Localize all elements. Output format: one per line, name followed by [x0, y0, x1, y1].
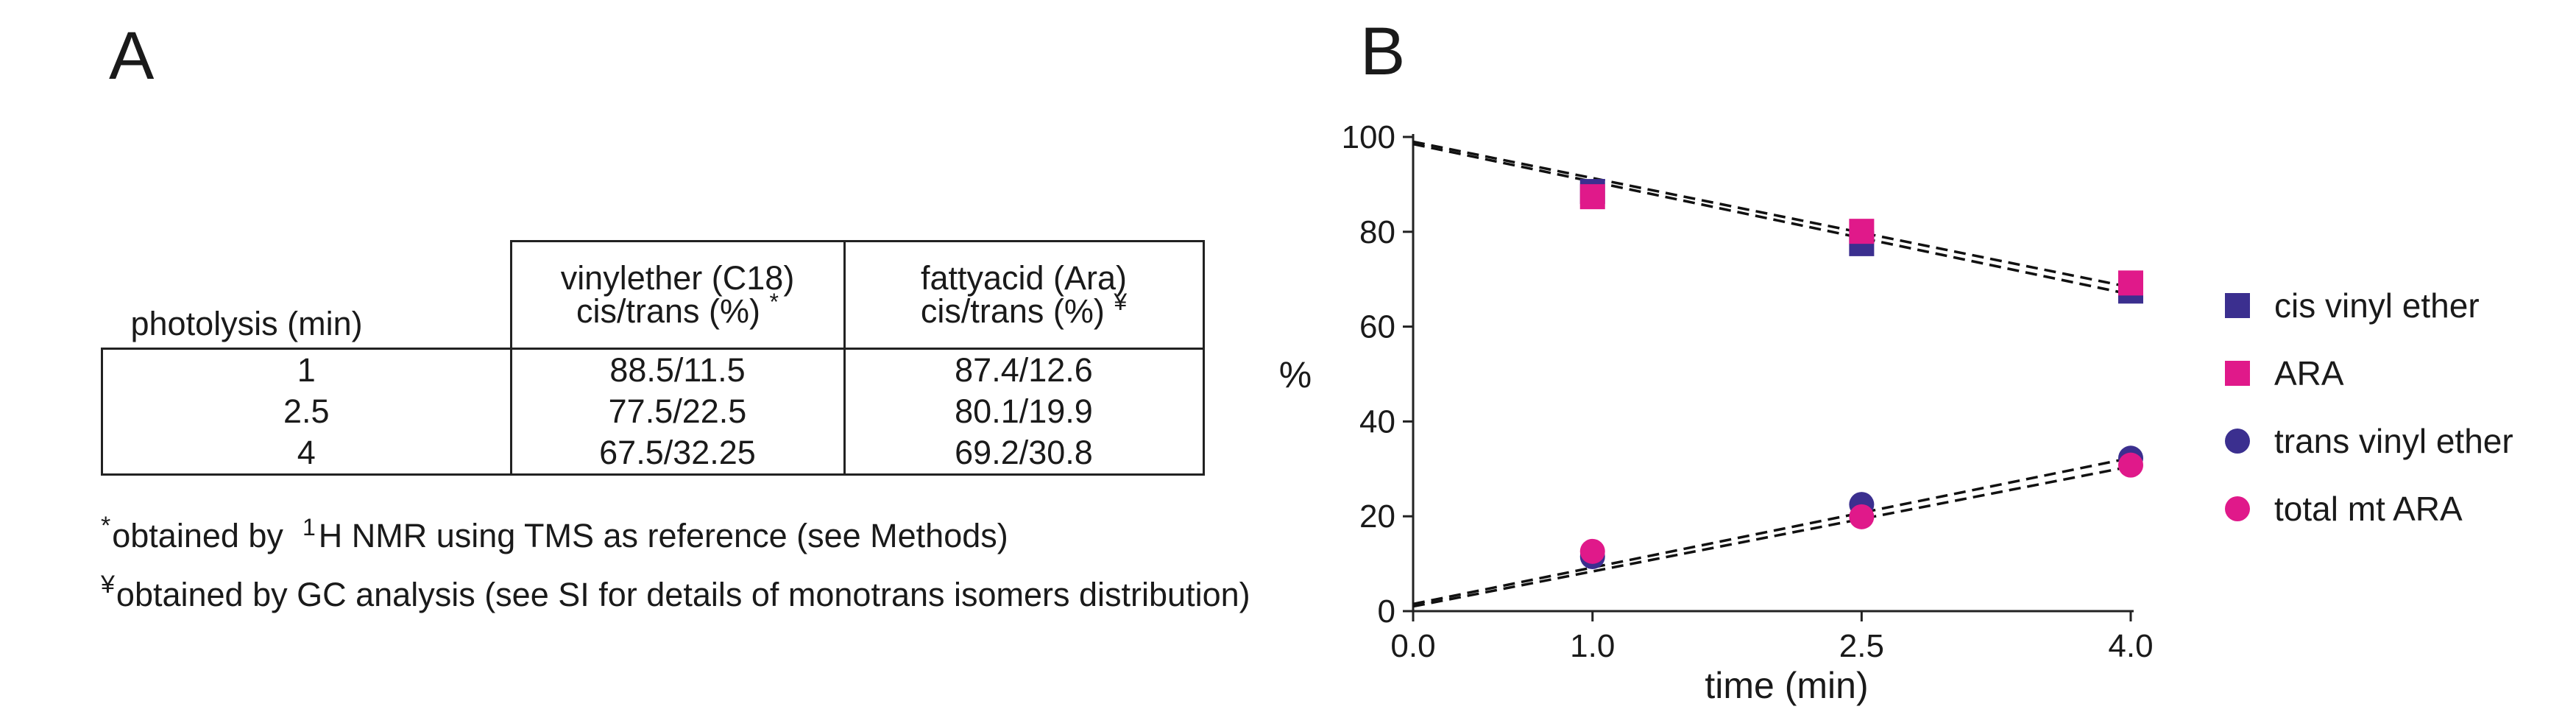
header-vinyl-line2: cis/trans (%)	[576, 292, 761, 331]
table-row: 1 88.5/11.5 87.4/12.6	[101, 348, 1205, 391]
y-tick-label: 100	[1342, 119, 1395, 155]
panel-b-label: B	[1360, 14, 1406, 89]
legend-marker	[2225, 293, 2250, 318]
data-point	[1579, 184, 1605, 210]
footnote-gc-text: obtained by GC analysis (see SI for deta…	[116, 576, 1250, 613]
cell-time: 2.5	[101, 390, 512, 432]
table-row: 4 67.5/32.25 69.2/30.8	[101, 431, 1205, 476]
footnote-nmr: *obtained by 1H NMR using TMS as referenc…	[101, 512, 1008, 555]
fit-line	[1412, 465, 2131, 608]
chart-axes: 0 20 40 60 80 100 0.0 1.0 2.5 4.0 time (min)%	[1279, 119, 2154, 706]
panel-a-label: A	[109, 18, 155, 94]
header-fatty-mark: ¥	[1114, 289, 1128, 316]
table-header-row: photolysis (min) vinylether (C18) cis/tr…	[102, 240, 1205, 350]
header-fatty-acid: fattyacid (Ara) cis/trans (%) ¥	[843, 240, 1205, 350]
legend-marker	[2225, 496, 2250, 521]
header-fatty-line2: cis/trans (%)	[920, 292, 1105, 331]
cell-vinyl: 77.5/22.5	[509, 390, 846, 432]
footnote-gc-symbol: ¥	[101, 571, 115, 599]
x-tick-label: 1.0	[1570, 628, 1615, 664]
y-tick-label: 60	[1359, 309, 1395, 345]
data-point	[2118, 270, 2143, 296]
fit-line	[1412, 457, 2131, 606]
y-tick-label: 0	[1378, 593, 1395, 630]
isomerization-chart: 0 20 40 60 80 100 0.0 1.0 2.5 4.0 time (min)% cis …	[1279, 119, 2513, 706]
x-tick-label: 0.0	[1390, 628, 1435, 664]
footnote-nmr-prefix: obtained by	[112, 517, 283, 554]
x-axis-title: time (min)	[1705, 665, 1868, 706]
cell-fatty: 80.1/19.9	[843, 390, 1205, 432]
fit-line	[1412, 140, 2131, 289]
header-vinyl-mark: *	[769, 289, 779, 316]
data-markers	[1579, 179, 2143, 569]
footnote-gc: ¥obtained by GC analysis (see SI for det…	[101, 571, 1250, 614]
cell-time: 1	[101, 348, 512, 391]
legend-label: cis vinyl ether	[2274, 286, 2480, 325]
legend-label: trans vinyl ether	[2274, 422, 2513, 460]
footnote-nmr-rest: H NMR using TMS as reference (see Method…	[318, 517, 1008, 554]
legend-marker	[2225, 429, 2250, 454]
cell-vinyl: 88.5/11.5	[509, 348, 846, 391]
footnote-nmr-symbol: *	[101, 512, 111, 540]
footnote-nmr-sup: 1	[302, 514, 316, 540]
cell-fatty: 69.2/30.8	[843, 431, 1205, 476]
y-axis-title: %	[1279, 354, 1312, 395]
legend-marker	[2225, 361, 2250, 386]
x-tick-label: 2.5	[1839, 628, 1884, 664]
y-tick-label: 80	[1359, 214, 1395, 250]
header-vinyl-line1: vinylether (C18)	[560, 259, 795, 297]
data-point	[1579, 538, 1605, 564]
data-point	[1849, 219, 1875, 244]
cell-fatty: 87.4/12.6	[843, 348, 1205, 391]
isomer-table: photolysis (min) vinylether (C18) cis/tr…	[101, 240, 1205, 476]
table-row: 2.5 77.5/22.5 80.1/19.9	[101, 390, 1205, 432]
legend-label: ARA	[2274, 354, 2344, 392]
x-tick-label: 4.0	[2108, 628, 2153, 664]
fit-lines	[1412, 140, 2131, 608]
chart-legend: cis vinyl ether ARA trans vinyl ether total…	[2225, 286, 2513, 528]
cell-vinyl: 67.5/32.25	[509, 431, 846, 476]
header-photolysis-text: photolysis (min)	[130, 304, 363, 342]
legend-label: total mt ARA	[2274, 490, 2463, 528]
header-fatty-line1: fattyacid (Ara)	[920, 259, 1128, 297]
cell-time: 4	[101, 431, 512, 476]
y-tick-label: 40	[1359, 403, 1395, 440]
fit-line	[1412, 142, 2131, 296]
data-point	[2118, 452, 2143, 478]
header-photolysis: photolysis (min)	[102, 241, 512, 350]
data-point	[1849, 504, 1875, 529]
y-tick-label: 20	[1359, 498, 1395, 535]
header-vinyl-ether: vinylether (C18) cis/trans (%) *	[509, 240, 846, 350]
